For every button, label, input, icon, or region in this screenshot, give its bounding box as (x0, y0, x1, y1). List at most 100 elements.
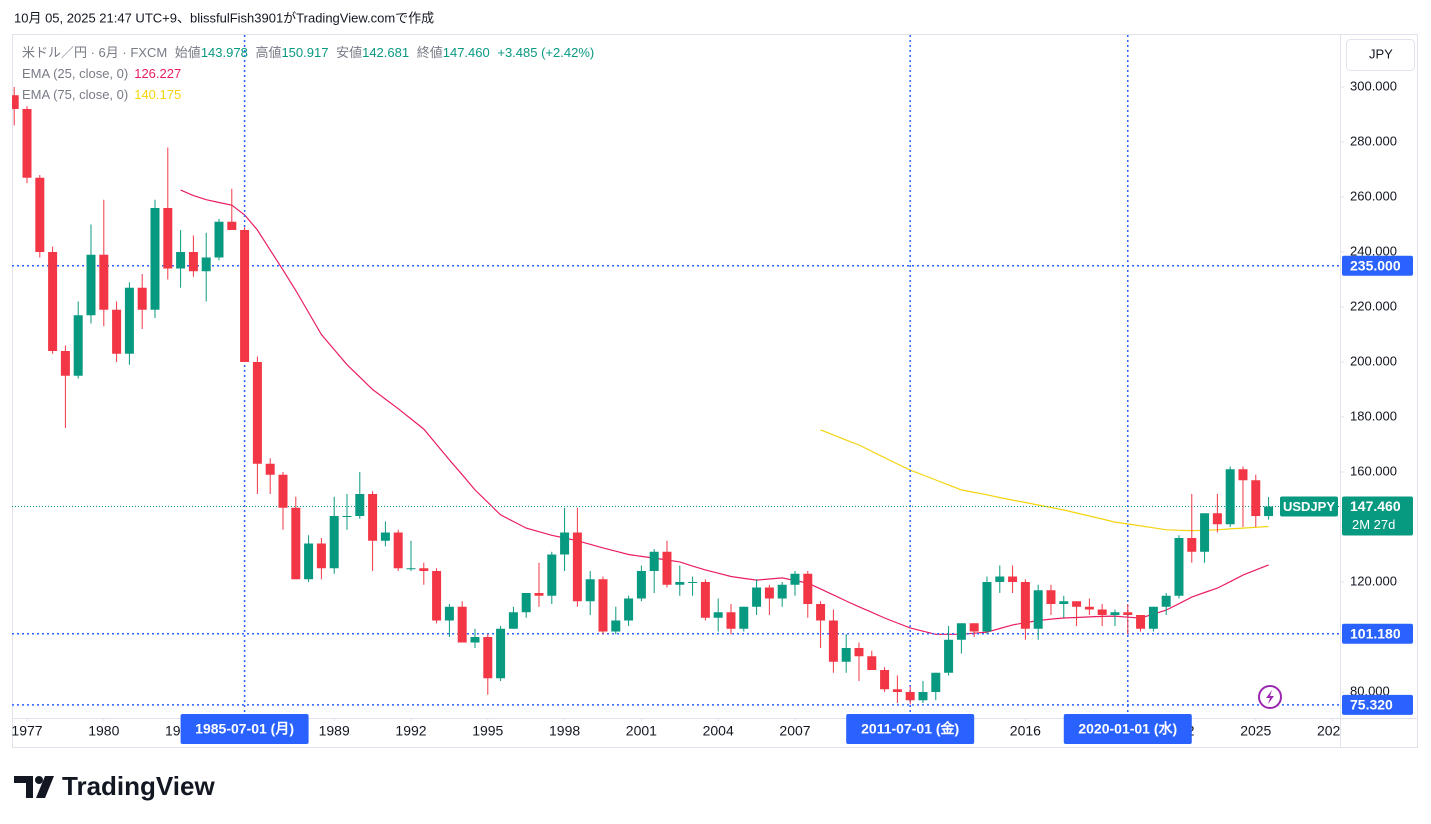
candle-body (1200, 513, 1210, 552)
legend-label: 高値 (255, 45, 281, 60)
legend-label: 安値 (336, 45, 362, 60)
currency-button[interactable] (1346, 39, 1415, 71)
candle-body (496, 628, 506, 679)
candle-body (1110, 612, 1120, 616)
candle-body (688, 582, 698, 584)
candle-body (726, 612, 736, 629)
y-tick-label: 200.000 (1350, 353, 1397, 368)
candle-body (585, 579, 595, 602)
watermark: 10月 05, 2025 21:47 UTC+9、blissfulFish390… (14, 10, 434, 25)
candle-body (995, 576, 1005, 583)
candle-body (393, 532, 403, 569)
candle-body (99, 254, 109, 310)
candle-body (1136, 615, 1146, 629)
candle-body (713, 612, 723, 618)
candle-body (240, 229, 250, 362)
date-label: 1985-07-01 (月) (195, 721, 294, 737)
candle-body (649, 551, 659, 572)
ema-name: EMA (75, close, 0) (22, 87, 128, 102)
candle-body (432, 571, 442, 621)
candle-body (1072, 601, 1082, 607)
symbol-tag-box (1280, 496, 1338, 517)
currency-label[interactable]: JPY (1369, 46, 1393, 61)
candle-body (547, 554, 557, 596)
candle-body (1187, 538, 1197, 552)
legend-ema: EMA (25, close, 0) 126.227 (22, 66, 181, 81)
candle-body (739, 606, 749, 629)
candle-body (675, 582, 685, 585)
x-tick-label: 1980 (88, 723, 119, 739)
ema-name: EMA (25, close, 0) (22, 66, 128, 81)
y-tick-label: 180.000 (1350, 408, 1397, 423)
ema-value: 140.175 (134, 87, 181, 102)
legend-value: 150.917 (281, 45, 328, 60)
candle-body (854, 648, 864, 657)
candle-body (944, 639, 954, 673)
candle-body (662, 551, 672, 585)
candle-body (1212, 513, 1222, 525)
y-tick-label: 160.000 (1350, 463, 1397, 478)
candle-body (624, 598, 634, 621)
candle-body (188, 251, 198, 272)
ema-value: 126.227 (134, 66, 181, 81)
legend-value: 142.681 (362, 45, 409, 60)
candle-body (214, 221, 224, 258)
candle-body (982, 582, 992, 632)
legend-label: 始値 (175, 45, 201, 60)
candle-body (1123, 612, 1133, 616)
candle-body (764, 587, 774, 599)
candle-body (1020, 582, 1030, 629)
overlay: 235.000 101.180 75.320 1985-07-01 (月) 2011-0… (180, 255, 1413, 744)
candle-body (457, 606, 467, 643)
candle-body (316, 543, 326, 569)
date-label-box (846, 714, 975, 744)
candle-body (521, 593, 531, 613)
candle-body (1251, 480, 1261, 517)
date-label-box (180, 714, 309, 744)
candle-body (60, 350, 70, 376)
candle-body (342, 516, 352, 518)
candle-body (406, 568, 416, 570)
x-tick-label: 2001 (626, 723, 657, 739)
candle-body (777, 584, 787, 599)
price-label: 75.320 (1350, 697, 1393, 713)
candle-body (176, 251, 186, 269)
price-label: 235.000 (1350, 257, 1401, 273)
last-price-label: 147.460 (1350, 498, 1401, 514)
date-label: 2011-07-01 (金) (861, 721, 959, 737)
candle-body (278, 474, 288, 508)
x-tick-label: 2016 (1010, 723, 1041, 739)
candle-body (803, 573, 813, 605)
candle-body (905, 692, 915, 701)
candle-body (22, 108, 32, 178)
candle-body (48, 251, 58, 351)
candle-body (790, 573, 800, 585)
candle-body (1033, 590, 1043, 629)
candle-body (1059, 601, 1069, 605)
y-tick-label: 220.000 (1350, 298, 1397, 313)
x-tick-label: 1998 (549, 723, 580, 739)
price-label-box (1342, 623, 1413, 644)
x-tick-label: 1977 (11, 723, 42, 739)
x-tick-label: 1992 (395, 723, 426, 739)
alert-icon (1258, 685, 1282, 709)
candle-body (304, 543, 314, 580)
candle-body (1264, 506, 1274, 517)
candle-body (1174, 538, 1184, 596)
candle-body (35, 177, 45, 252)
plot (12, 35, 1340, 718)
candle-body (483, 637, 493, 679)
candle-body (892, 689, 902, 693)
symbol-label: 米ドル／円 · 6月 · FXCM (22, 45, 167, 60)
candle-body (931, 672, 941, 693)
candle-body (969, 623, 979, 632)
candle-body (291, 507, 301, 580)
symbol-tag: USDJPY (1283, 499, 1335, 514)
candle-body (560, 532, 570, 555)
candle-body (1238, 469, 1248, 481)
candle-body (1046, 590, 1056, 605)
logo-text: TradingView (62, 771, 215, 801)
candle-body (611, 620, 621, 632)
